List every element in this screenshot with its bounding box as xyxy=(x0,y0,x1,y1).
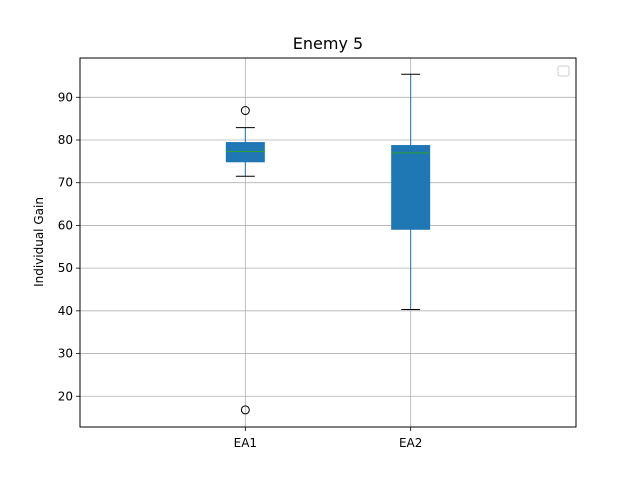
iqr-box xyxy=(225,142,265,163)
y-tick-label: 50 xyxy=(58,261,73,275)
box-ea2 xyxy=(391,73,431,311)
y-tick-label: 70 xyxy=(58,176,73,190)
y-tick-label: 40 xyxy=(58,304,73,318)
grid-layer xyxy=(80,58,576,427)
y-axis-label: Individual Gain xyxy=(32,197,46,287)
chart-title: Enemy 5 xyxy=(293,34,363,53)
outlier-point xyxy=(240,405,250,415)
x-tick-label: EA1 xyxy=(234,436,257,450)
axis-layer: 20 30 40 50 60 70 80 90 EA1 EA2 xyxy=(58,90,423,450)
box-layer xyxy=(225,73,431,415)
y-tick-label: 90 xyxy=(58,90,73,104)
legend-box xyxy=(557,65,570,77)
x-tick-label: EA2 xyxy=(399,436,422,450)
box-ea1 xyxy=(225,106,265,415)
y-tick-label: 30 xyxy=(58,347,73,361)
y-tick-label: 80 xyxy=(58,133,73,147)
y-tick-label: 60 xyxy=(58,218,73,232)
plot-area-frame xyxy=(79,57,577,428)
iqr-box xyxy=(391,145,431,230)
outlier-point xyxy=(240,106,250,116)
y-tick-label: 20 xyxy=(58,389,73,403)
